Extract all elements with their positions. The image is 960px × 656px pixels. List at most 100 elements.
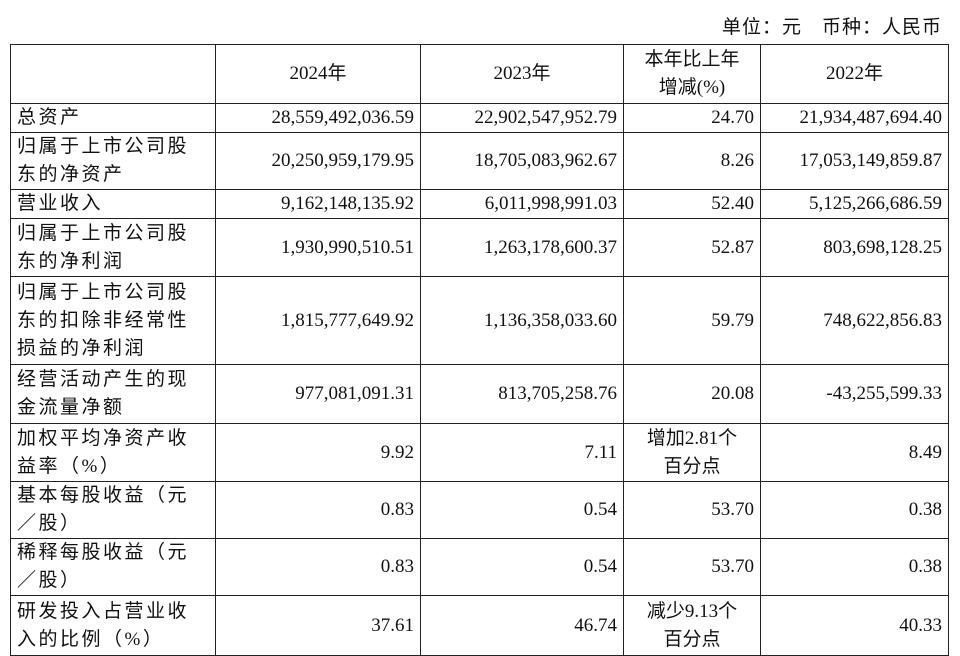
header-cell: 2024年 (215, 44, 421, 104)
cell-line: 增加2.81个 (646, 427, 738, 449)
cell-line: 20,250,959,179.95 (271, 150, 415, 171)
header-cell (10, 44, 216, 104)
cell-line: 8.26 (720, 150, 754, 171)
value-cell: 53.70 (623, 538, 761, 596)
value-cell: 0.54 (420, 481, 624, 539)
cell-line: ／股） (17, 570, 82, 591)
value-cell: 增加2.81个 百分点 (623, 423, 761, 482)
cell-line: 总资产 (17, 107, 82, 128)
value-cell: 53.70 (623, 481, 761, 539)
cell-line: 28,559,492,036.59 (271, 107, 415, 128)
header-row: 2024年 2023年 本年比上年 增减(%) 2022年 (10, 44, 949, 104)
cell-line: 0.54 (583, 556, 617, 577)
data-row: 稀释每股收益（元 ／股） 0.83 0.54 53.70 0.38 (10, 538, 949, 596)
data-row: 归属于上市公司股 东的净资产 20,250,959,179.95 18,705,083… (10, 132, 949, 190)
row-label: 总资产 (10, 103, 216, 133)
data-row: 加权平均净资产收 益率（%） 9.92 7.11 增加2.81个 百分点 8.49 (10, 423, 949, 482)
unit-note: 单位：元 币种：人民币 (721, 17, 942, 38)
value-cell: 8.26 (623, 132, 761, 190)
data-row: 经营活动产生的现 金流量净额 977,081,091.31 813,705,258.7… (10, 364, 949, 424)
row-label: 研发投入占营业收 入的比例（%） (10, 595, 216, 656)
data-row: 总资产 28,559,492,036.59 22,902,547,952.79 24.… (10, 103, 949, 133)
row-label: 基本每股收益（元 ／股） (10, 481, 216, 539)
value-cell: 52.87 (623, 218, 761, 277)
value-cell: 22,902,547,952.79 (420, 103, 624, 133)
cell-line: 0.83 (380, 556, 414, 577)
row-label: 归属于上市公司股 东的净利润 (10, 218, 216, 277)
cell-line: 9.92 (380, 441, 414, 463)
value-cell: 0.38 (760, 538, 949, 596)
cell-line: 基本每股收益（元 (17, 485, 190, 506)
cell-line: 入的比例（%） (17, 628, 165, 650)
value-cell: 21,934,487,694.40 (760, 103, 949, 133)
cell-line: 0.38 (908, 499, 942, 520)
cell-line: 减少9.13个 (646, 600, 738, 622)
cell-line: 稀释每股收益（元 (17, 542, 190, 563)
cell-line: 1,136,358,033.60 (484, 309, 617, 331)
cell-line: 20.08 (711, 383, 754, 404)
value-cell: 0.83 (215, 538, 421, 596)
data-row: 基本每股收益（元 ／股） 0.83 0.54 53.70 0.38 (10, 481, 949, 539)
value-cell: 17,053,149,859.87 (760, 132, 949, 190)
cell-line: 52.40 (711, 193, 754, 214)
value-cell: 9.92 (215, 423, 421, 482)
value-cell: 0.38 (760, 481, 949, 539)
cell-line: 0.54 (583, 499, 617, 520)
cell-line: 东的净利润 (17, 250, 125, 272)
header-cell: 本年比上年 增减(%) (623, 44, 761, 104)
cell-line: 17,053,149,859.87 (799, 150, 943, 171)
value-cell: 1,930,990,510.51 (215, 218, 421, 277)
value-cell: 24.70 (623, 103, 761, 133)
cell-line: 0.38 (908, 556, 942, 577)
cell-line: 东的净资产 (17, 164, 125, 185)
header-cell: 2023年 (420, 44, 624, 104)
cell-line: 2024年 (289, 63, 347, 84)
cell-line: 40.33 (899, 614, 942, 636)
cell-line: 18,705,083,962.67 (474, 150, 618, 171)
cell-line: 金流量净额 (17, 397, 125, 418)
cell-line: 百分点 (663, 628, 721, 650)
value-cell: 37.61 (215, 595, 421, 656)
financial-table: 2024年 2023年 本年比上年 增减(%) 2022年 总资产 28,559,492,0… (10, 44, 949, 656)
cell-line: 977,081,091.31 (295, 383, 414, 404)
cell-line: 研发投入占营业收 (17, 600, 190, 622)
data-row: 营业收入 9,162,148,135.92 6,011,998,991.03 52.4… (10, 189, 949, 219)
cell-line: -43,255,599.33 (826, 383, 942, 404)
value-cell: 803,698,128.25 (760, 218, 949, 277)
row-label: 稀释每股收益（元 ／股） (10, 538, 216, 596)
value-cell: 59.79 (623, 276, 761, 365)
value-cell: 1,136,358,033.60 (420, 276, 624, 365)
row-label: 加权平均净资产收 益率（%） (10, 423, 216, 482)
cell-line: 0.83 (380, 499, 414, 520)
cell-line: ／股） (17, 513, 82, 534)
row-label: 归属于上市公司股 东的扣除非经常性 损益的净利润 (10, 276, 216, 365)
cell-line: 经营活动产生的现 (17, 369, 190, 390)
cell-line: 归属于上市公司股 (17, 136, 190, 157)
cell-line: 益率（%） (17, 455, 122, 477)
cell-line: 813,705,258.76 (498, 383, 617, 404)
cell-line: 本年比上年 (644, 49, 740, 70)
cell-line: 8.49 (908, 441, 942, 463)
cell-line: 21,934,487,694.40 (799, 107, 943, 128)
cell-line: 46.74 (574, 614, 617, 636)
cell-line: 加权平均净资产收 (17, 427, 190, 449)
row-label: 经营活动产生的现 金流量净额 (10, 364, 216, 424)
cell-line: 9,162,148,135.92 (281, 193, 414, 214)
cell-line: 52.87 (711, 236, 754, 258)
value-cell: 813,705,258.76 (420, 364, 624, 424)
cell-line: 5,125,266,686.59 (809, 193, 942, 214)
value-cell: 0.54 (420, 538, 624, 596)
cell-line: 1,815,777,649.92 (281, 309, 414, 331)
data-row: 归属于上市公司股 东的扣除非经常性 损益的净利润 1,815,777,649.92 1,… (10, 276, 949, 365)
value-cell: 5,125,266,686.59 (760, 189, 949, 219)
cell-line: 37.61 (371, 614, 414, 636)
cell-line: 1,263,178,600.37 (484, 236, 617, 258)
cell-line: 803,698,128.25 (823, 236, 942, 258)
value-cell: 46.74 (420, 595, 624, 656)
data-row: 归属于上市公司股 东的净利润 1,930,990,510.51 1,263,178,6… (10, 218, 949, 277)
value-cell: -43,255,599.33 (760, 364, 949, 424)
data-row: 研发投入占营业收 入的比例（%） 37.61 46.74 减少9.13个 百分点 40.33 (10, 595, 949, 656)
cell-line: 748,622,856.83 (823, 309, 942, 331)
value-cell: 6,011,998,991.03 (420, 189, 624, 219)
